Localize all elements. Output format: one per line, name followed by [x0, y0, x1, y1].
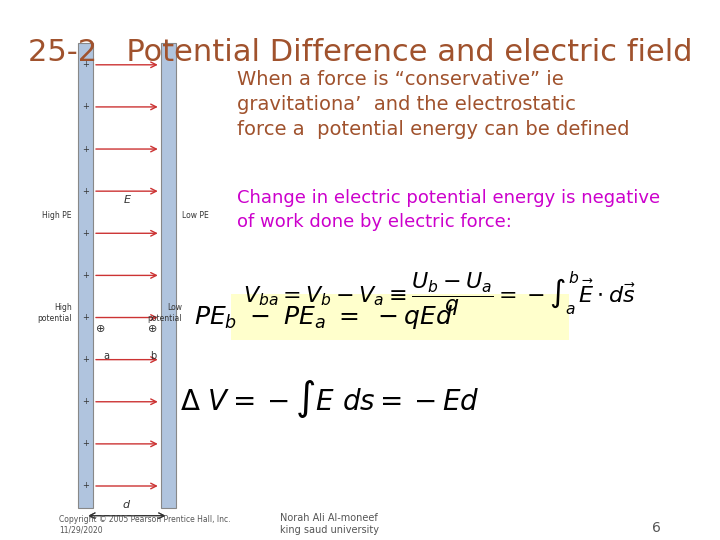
- Text: 25-2   Potential Difference and electric field: 25-2 Potential Difference and electric f…: [28, 38, 692, 67]
- Text: 6: 6: [652, 521, 661, 535]
- Text: Norah Ali Al-moneef
king saud university: Norah Ali Al-moneef king saud university: [280, 513, 379, 535]
- Text: b: b: [150, 352, 156, 361]
- Text: Copyright © 2005 Pearson Prentice Hall, Inc.
11/29/2020: Copyright © 2005 Pearson Prentice Hall, …: [59, 515, 231, 535]
- Text: +: +: [82, 103, 89, 111]
- Text: +: +: [82, 355, 89, 364]
- Bar: [161, 43, 176, 508]
- Text: $V_{ba} = V_b - V_a \equiv \dfrac{U_b - U_a}{q} = -\int_a^b \vec{E}\cdot d\vec{s: $V_{ba} = V_b - V_a \equiv \dfrac{U_b - …: [243, 270, 636, 319]
- Text: E: E: [123, 195, 130, 205]
- Text: Change in electric potential energy is negative
of work done by electric force:: Change in electric potential energy is n…: [238, 189, 660, 231]
- Text: High PE: High PE: [42, 212, 72, 220]
- Text: Low
potential: Low potential: [148, 303, 182, 323]
- Text: +: +: [82, 187, 89, 195]
- Text: +: +: [82, 271, 89, 280]
- Text: +: +: [82, 440, 89, 448]
- Text: +: +: [82, 482, 89, 490]
- Text: $\Delta \ V = -\int E \ ds = -Ed$: $\Delta \ V = -\int E \ ds = -Ed$: [179, 378, 479, 420]
- Text: ⊕: ⊕: [96, 325, 106, 334]
- Text: +: +: [82, 229, 89, 238]
- Bar: [78, 43, 93, 508]
- Text: +: +: [82, 313, 89, 322]
- Text: +: +: [82, 145, 89, 153]
- Text: $d$: $d$: [122, 498, 132, 510]
- Text: +: +: [82, 397, 89, 406]
- Text: +: +: [82, 60, 89, 69]
- Text: Low PE: Low PE: [182, 212, 209, 220]
- Text: When a force is “conservative” ie
gravitationa’  and the electrostatic
force a  : When a force is “conservative” ie gravit…: [238, 70, 630, 139]
- Text: ⊕: ⊕: [148, 325, 158, 334]
- Bar: [231, 294, 569, 340]
- Text: $PE_b \ - \ PE_a \ = \ -qEd$: $PE_b \ - \ PE_a \ = \ -qEd$: [194, 303, 453, 331]
- Text: High
potential: High potential: [37, 303, 72, 323]
- Text: a: a: [104, 352, 109, 361]
